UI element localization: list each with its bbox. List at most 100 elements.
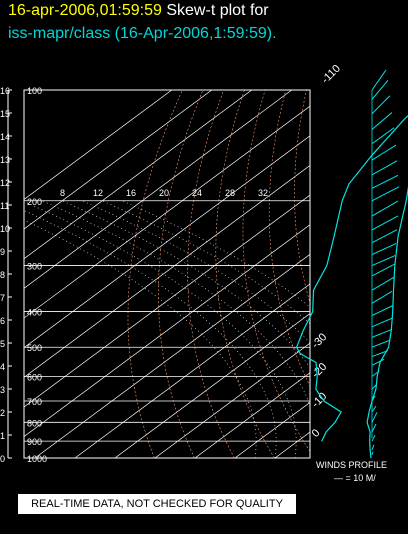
pressure-tick-label: 400 [27, 308, 42, 318]
isotherm-label: -30 [310, 331, 330, 351]
height-tick-label: 6 [0, 316, 5, 326]
wind-vector [371, 127, 395, 145]
isotherm-line [24, 90, 253, 260]
wind-vector [371, 229, 398, 244]
quality-notice: REAL-TIME DATA, NOT CHECKED FOR QUALITY [18, 494, 296, 514]
wind-vector [371, 451, 374, 455]
height-tick-label: 7 [0, 293, 5, 303]
height-tick-label: 16 [0, 86, 10, 96]
height-tick-label: 2 [0, 408, 5, 418]
wind-vector [371, 350, 389, 358]
wind-vector [371, 160, 398, 176]
height-tick-label: 8 [0, 270, 5, 280]
wind-vector [371, 423, 377, 433]
height-tick-label: 11 [0, 201, 9, 211]
pressure-tick-label: 1000 [27, 454, 47, 464]
wind-vector [371, 243, 397, 256]
wind-vector [371, 317, 394, 328]
height-tick-label: 14 [0, 132, 10, 142]
isotherm-line [74, 283, 310, 458]
wind-vector [371, 395, 376, 402]
dry-adiabat-lines [127, 90, 408, 458]
height-tick-label: 5 [0, 339, 5, 349]
pressure-tick-label: 600 [27, 372, 42, 382]
wind-vector [371, 69, 387, 91]
dry-adiabat-line [127, 90, 183, 458]
subtitle: iss-mapr/class (16-Apr-2006,1:59:59). [8, 25, 277, 42]
title-date: 16-apr-2006,01:59:59 [8, 2, 162, 19]
pressure-tick-label: 500 [27, 343, 42, 353]
isotherm-line [24, 90, 213, 230]
wind-vector [371, 144, 397, 161]
isotherm-line [395, 90, 408, 458]
wind-vector [371, 255, 396, 267]
moist-adiabat-label: 20 [159, 188, 169, 198]
height-tick-label: 9 [0, 247, 5, 257]
height-tick-label: 15 [0, 109, 10, 119]
wind-vector [371, 412, 378, 423]
isotherm-line [24, 194, 310, 408]
isotherm-label: 0 [310, 427, 323, 440]
dry-adiabat-line [242, 90, 310, 452]
moist-adiabat-label: 16 [126, 188, 136, 198]
pressure-tick-label: 900 [27, 437, 42, 447]
height-tick-label: 12 [0, 178, 10, 188]
height-tick-label: 3 [0, 385, 5, 395]
wind-vector [371, 305, 394, 316]
wind-vector [371, 405, 377, 413]
dewpoint-line [295, 115, 408, 442]
profile-lines [295, 115, 408, 459]
moist-adiabat-label: 24 [192, 188, 202, 198]
wind-vector [371, 370, 380, 377]
isotherm-line [34, 253, 310, 458]
height-tick-label: 13 [0, 155, 10, 165]
pressure-tick-label: 700 [27, 397, 42, 407]
wind-vector [371, 215, 399, 231]
dry-adiabat-line [294, 90, 310, 304]
wind-vector [371, 186, 400, 202]
isotherm-line [114, 313, 310, 458]
isotherm-label: -20 [310, 361, 330, 381]
isotherm-line [24, 90, 173, 200]
pressure-tick-label: 800 [27, 418, 42, 428]
isotherm-line [154, 342, 310, 458]
wind-vector [371, 112, 393, 130]
isotherm-line [274, 431, 310, 458]
winds-profile-label: WINDS PROFILE [316, 460, 388, 470]
axis-labels: 0123456789101112131415161000900800700600… [0, 63, 343, 464]
wind-profile [371, 69, 400, 455]
dry-adiabat-line [158, 90, 204, 458]
dry-adiabat-line [268, 90, 310, 387]
isotherm-line [24, 224, 310, 437]
moist-adiabat-label: 28 [225, 188, 235, 198]
moist-adiabat-label: 8 [60, 188, 65, 198]
wind-vector [371, 200, 399, 217]
wind-vector [371, 434, 376, 442]
pressure-tick-label: 100 [27, 86, 42, 96]
dry-adiabat-line [187, 90, 235, 458]
isotherm-line [194, 372, 310, 458]
isotherm-line [24, 90, 293, 289]
isotherm-line [24, 135, 310, 349]
dry-adiabat-line [215, 90, 275, 458]
moist-adiabat-label: 32 [258, 188, 268, 198]
pressure-tick-label: 200 [27, 197, 42, 207]
wind-vector [371, 328, 393, 338]
pressure-tick-label: 300 [27, 262, 42, 272]
title-line-1: 16-apr-2006,01:59:59 Skew-t plot for [8, 2, 269, 20]
wind-vector [371, 174, 399, 189]
wind-vector [371, 79, 389, 100]
wind-vector [371, 276, 395, 291]
dry-adiabat-line [388, 90, 408, 458]
wind-vector [371, 339, 391, 348]
wind-vector [371, 444, 375, 450]
title-text: Skew-t plot for [166, 2, 269, 19]
wind-vector [371, 358, 385, 366]
wind-vector [371, 263, 396, 277]
wind-vector [371, 290, 393, 304]
temperature-line [366, 186, 408, 459]
height-tick-label: 10 [0, 224, 10, 234]
winds-scale-label: — = 10 M/ [334, 473, 376, 483]
plot-border [23, 89, 311, 459]
